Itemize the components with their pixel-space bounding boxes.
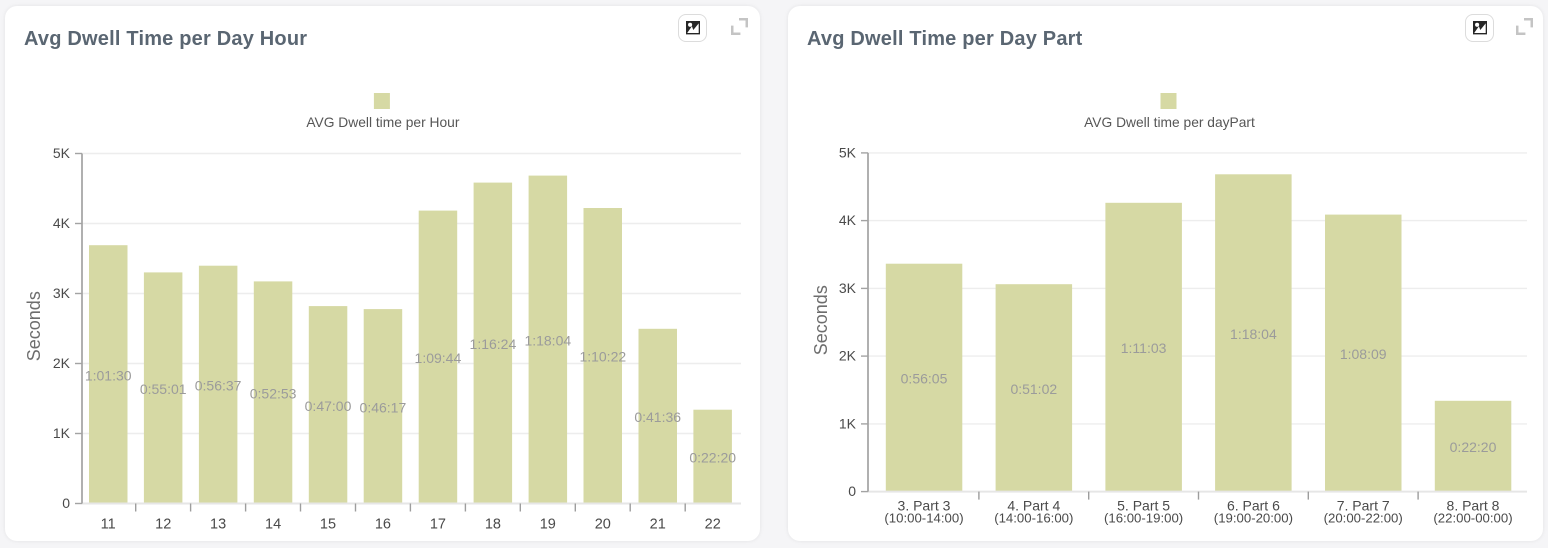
svg-text:8. Part 8: 8. Part 8 bbox=[1447, 498, 1500, 514]
svg-text:AVG Dwell time per Hour: AVG Dwell time per Hour bbox=[306, 115, 459, 130]
svg-text:(22:00-00:00): (22:00-00:00) bbox=[1433, 511, 1512, 526]
svg-text:18: 18 bbox=[485, 517, 501, 533]
svg-text:4K: 4K bbox=[53, 215, 71, 231]
svg-text:6. Part 6: 6. Part 6 bbox=[1227, 498, 1280, 514]
svg-text:3K: 3K bbox=[839, 280, 857, 296]
svg-text:17: 17 bbox=[430, 517, 446, 533]
svg-text:1:18:04: 1:18:04 bbox=[1230, 326, 1277, 342]
svg-text:1:01:30: 1:01:30 bbox=[85, 367, 132, 383]
svg-text:21: 21 bbox=[650, 517, 666, 533]
svg-text:(20:00-22:00): (20:00-22:00) bbox=[1324, 511, 1403, 526]
svg-text:1K: 1K bbox=[53, 425, 71, 441]
svg-text:1:11:03: 1:11:03 bbox=[1121, 340, 1167, 356]
svg-text:0:56:05: 0:56:05 bbox=[901, 371, 948, 387]
svg-text:(16:00-19:00): (16:00-19:00) bbox=[1104, 511, 1183, 526]
svg-text:0: 0 bbox=[62, 495, 70, 511]
svg-text:4K: 4K bbox=[839, 212, 857, 228]
svg-text:4. Part 4: 4. Part 4 bbox=[1007, 498, 1060, 514]
svg-text:12: 12 bbox=[155, 517, 171, 533]
svg-text:1:08:09: 1:08:09 bbox=[1340, 346, 1387, 362]
svg-text:1:09:44: 1:09:44 bbox=[415, 350, 462, 366]
svg-text:0:52:53: 0:52:53 bbox=[250, 385, 297, 401]
svg-text:16: 16 bbox=[375, 517, 391, 533]
svg-text:2K: 2K bbox=[839, 348, 857, 364]
svg-text:11: 11 bbox=[101, 517, 116, 533]
svg-text:Seconds: Seconds bbox=[811, 285, 831, 355]
svg-text:0:22:20: 0:22:20 bbox=[689, 450, 736, 466]
svg-text:0:46:17: 0:46:17 bbox=[360, 399, 407, 415]
svg-text:13: 13 bbox=[210, 517, 226, 533]
svg-text:14: 14 bbox=[265, 517, 281, 533]
svg-text:(14:00-16:00): (14:00-16:00) bbox=[994, 511, 1073, 526]
svg-text:1:18:04: 1:18:04 bbox=[524, 333, 571, 349]
svg-text:1:16:24: 1:16:24 bbox=[470, 336, 517, 352]
svg-text:(19:00-20:00): (19:00-20:00) bbox=[1214, 511, 1293, 526]
svg-text:0:56:37: 0:56:37 bbox=[195, 378, 242, 394]
svg-text:15: 15 bbox=[320, 517, 336, 533]
svg-text:7. Part 7: 7. Part 7 bbox=[1337, 498, 1390, 514]
svg-text:0:22:20: 0:22:20 bbox=[1450, 439, 1497, 455]
svg-text:5. Part 5: 5. Part 5 bbox=[1117, 498, 1170, 514]
svg-text:0:47:00: 0:47:00 bbox=[305, 398, 352, 414]
svg-text:Seconds: Seconds bbox=[24, 291, 44, 361]
svg-text:19: 19 bbox=[540, 517, 556, 533]
svg-text:1:10:22: 1:10:22 bbox=[579, 349, 626, 365]
svg-text:0:51:02: 0:51:02 bbox=[1010, 381, 1057, 397]
svg-text:0:41:36: 0:41:36 bbox=[634, 409, 681, 425]
svg-text:2K: 2K bbox=[53, 355, 71, 371]
svg-text:3. Part 3: 3. Part 3 bbox=[898, 498, 951, 514]
svg-text:5K: 5K bbox=[53, 145, 71, 161]
svg-text:5K: 5K bbox=[839, 144, 857, 160]
svg-text:1K: 1K bbox=[839, 415, 857, 431]
svg-text:AVG Dwell time per dayPart: AVG Dwell time per dayPart bbox=[1084, 115, 1255, 130]
svg-text:0:55:01: 0:55:01 bbox=[140, 381, 187, 397]
svg-text:20: 20 bbox=[595, 517, 611, 533]
svg-text:3K: 3K bbox=[53, 285, 71, 301]
svg-text:(10:00-14:00): (10:00-14:00) bbox=[884, 511, 963, 526]
svg-text:0: 0 bbox=[848, 483, 856, 499]
svg-text:22: 22 bbox=[705, 517, 721, 533]
